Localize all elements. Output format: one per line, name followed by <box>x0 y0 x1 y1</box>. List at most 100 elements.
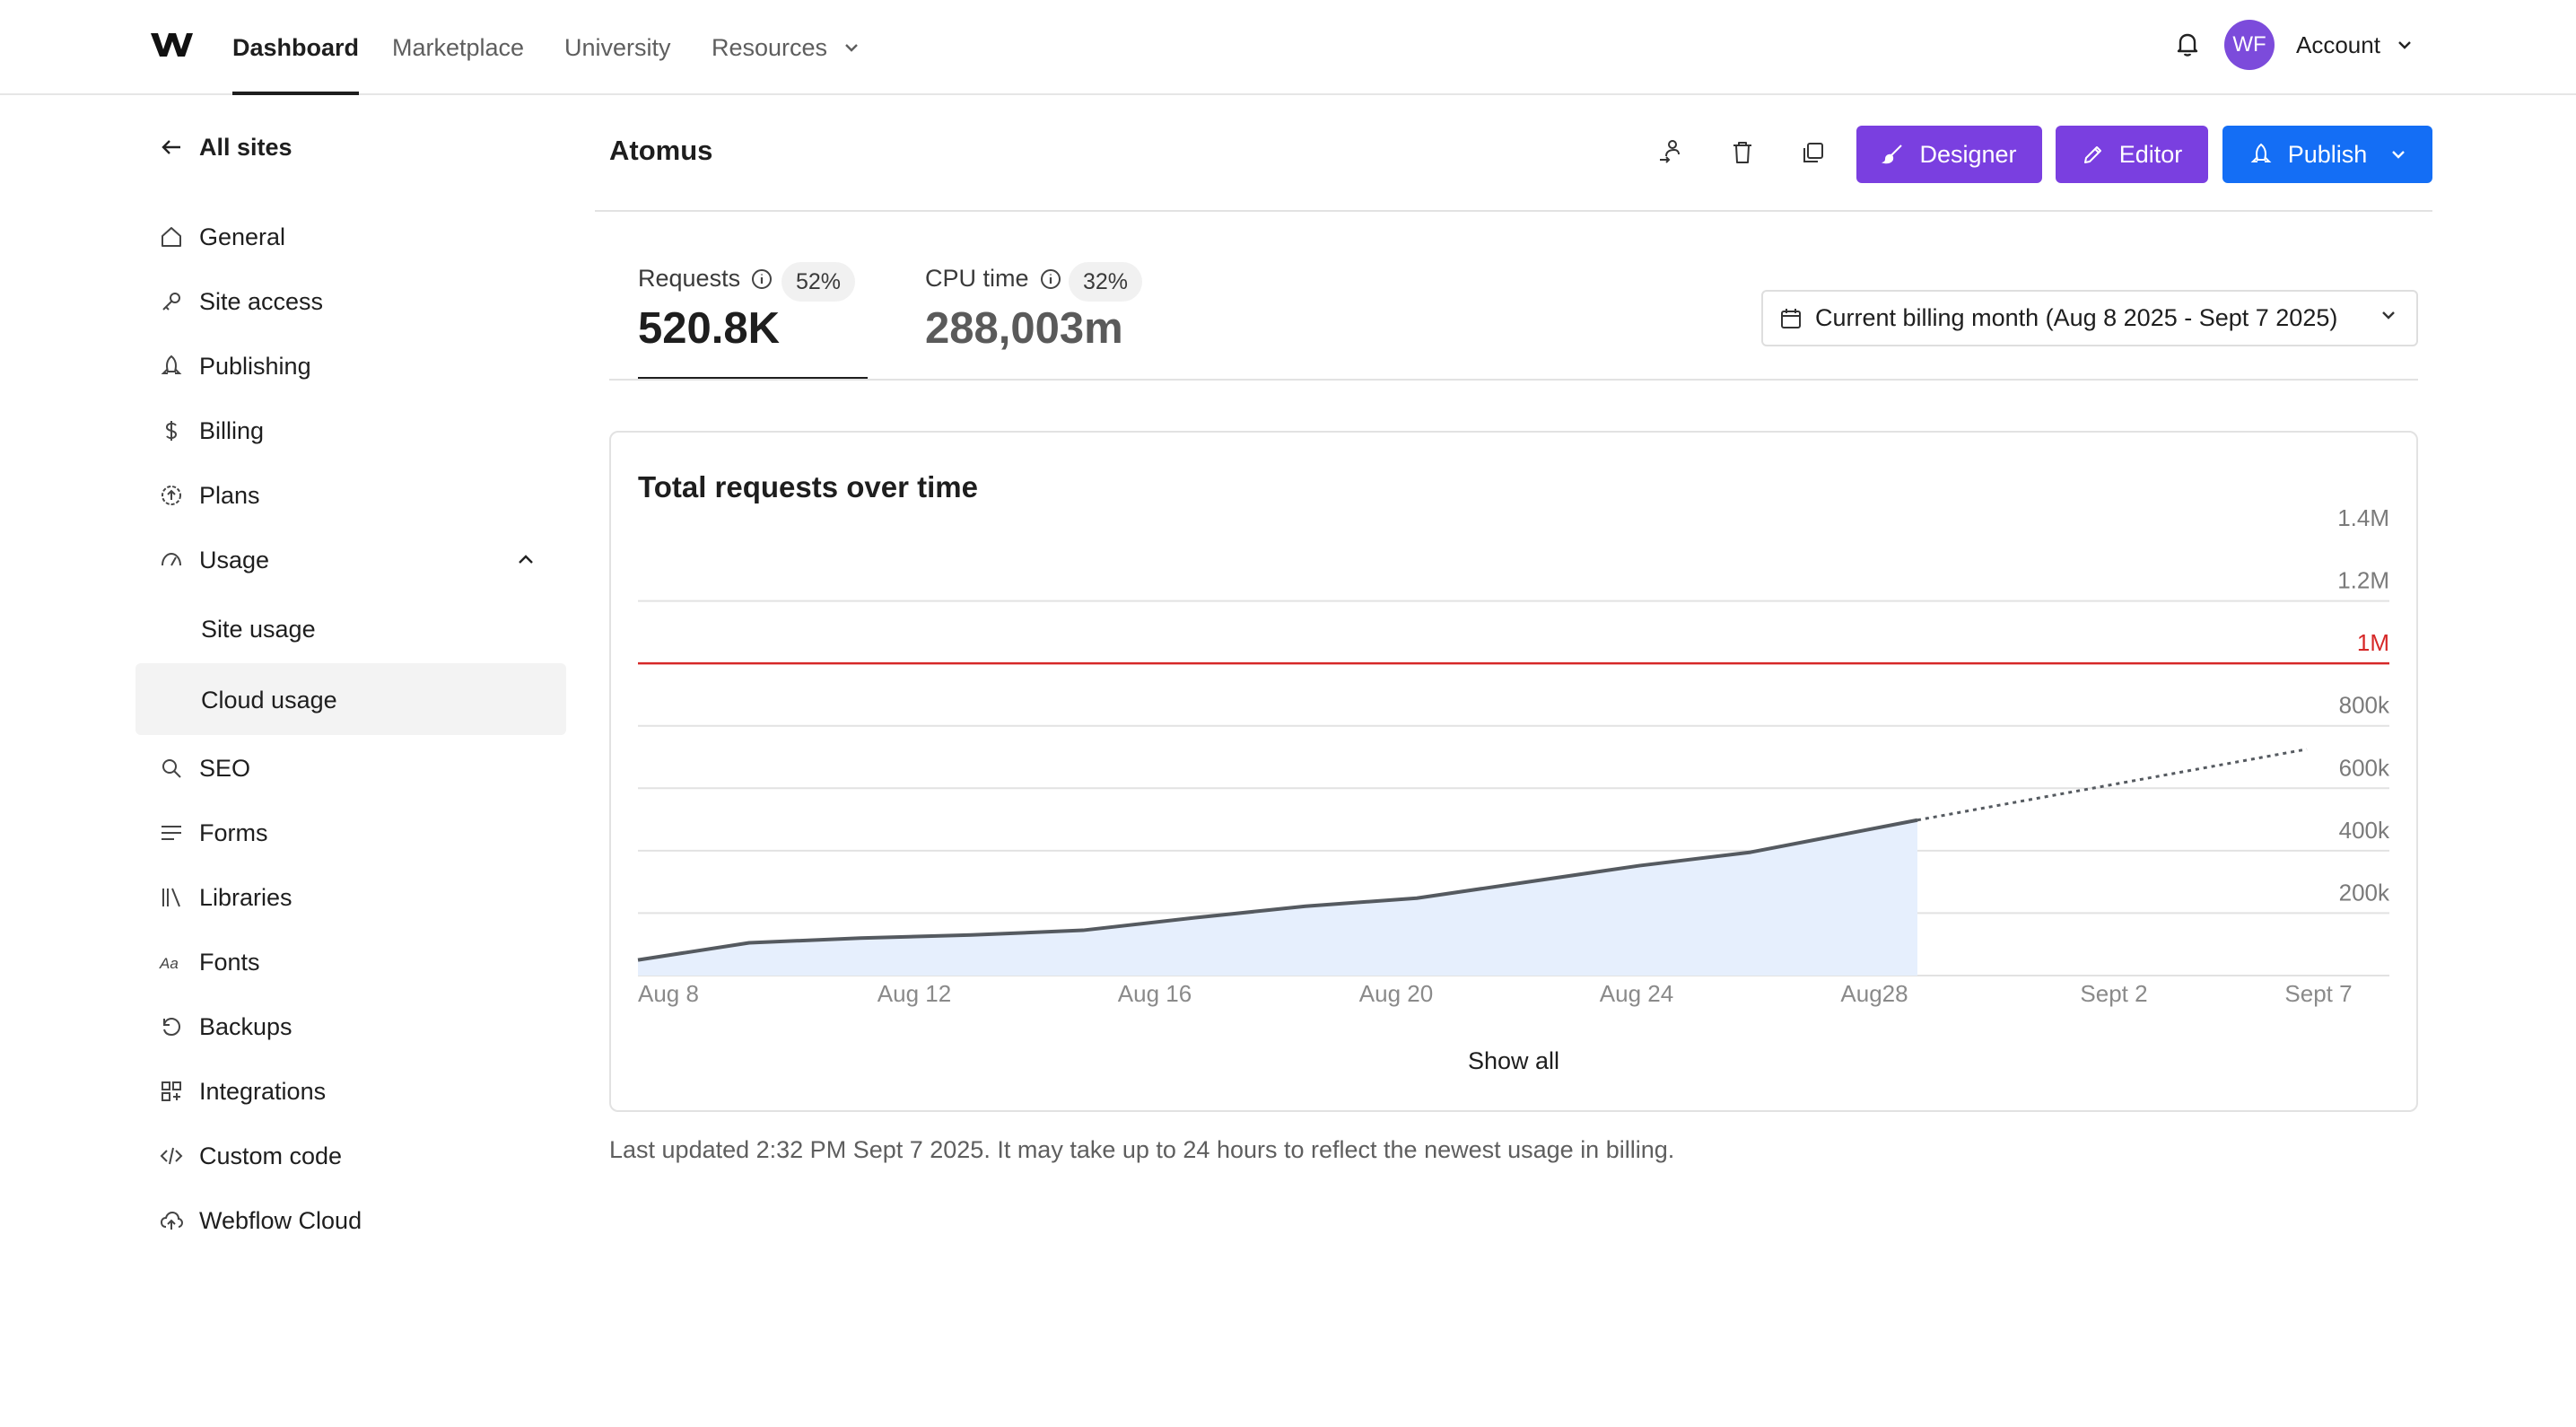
show-all-button[interactable]: Show all <box>1467 1047 1560 1074</box>
last-updated-note: Last updated 2:32 PM Sept 7 2025. It may… <box>609 1136 1675 1163</box>
account-menu[interactable]: Account <box>2296 0 2413 90</box>
back-all-sites[interactable]: All sites <box>158 126 293 169</box>
rocket-icon <box>2250 143 2272 162</box>
avatar[interactable]: WF <box>2224 20 2275 70</box>
area-fill <box>638 819 1917 976</box>
code-icon <box>158 1142 185 1169</box>
calendar-icon <box>1781 308 1801 328</box>
transfer-icon[interactable] <box>1654 136 1686 169</box>
sidebar-item-libraries[interactable]: Libraries <box>158 876 293 919</box>
sidebar-item-general[interactable]: General <box>158 215 285 258</box>
sidebar-item-seo[interactable]: SEO <box>158 747 250 790</box>
info-icon[interactable] <box>1040 268 1061 290</box>
editor-button[interactable]: Editor <box>2056 126 2208 183</box>
sidebar-item-label: Billing <box>199 416 265 444</box>
chart-card <box>609 431 2418 1112</box>
nav-resources[interactable]: Resources <box>712 0 860 95</box>
sidebar-item-site-access[interactable]: Site access <box>158 280 323 323</box>
rocket-icon <box>158 353 185 380</box>
x-tick-label: Aug28 <box>1840 980 1908 1007</box>
sidebar-item-label: Usage <box>199 546 270 573</box>
sidebar-item-label: Publishing <box>199 352 311 380</box>
sidebar-subitem-label: Site usage <box>201 615 316 643</box>
top-nav-bar: Dashboard Marketplace University Resourc… <box>0 0 2576 95</box>
requests-value: 520.8K <box>638 304 781 353</box>
sidebar-item-label: General <box>199 223 286 250</box>
x-tick-label: Sept 7 <box>2284 980 2352 1007</box>
billing-period-value: Current billing month (Aug 8 2025 - Sept… <box>1815 304 2338 331</box>
sidebar-item-billing[interactable]: Billing <box>158 409 264 452</box>
duplicate-icon[interactable] <box>1797 136 1829 169</box>
sidebar-item-integrations[interactable]: Integrations <box>158 1070 326 1113</box>
x-tick-label: Aug 16 <box>1118 980 1192 1007</box>
sidebar-item-custom-code[interactable]: Custom code <box>158 1134 342 1177</box>
sidebar-item-label: Plans <box>199 481 260 509</box>
bell-icon[interactable] <box>2175 30 2200 58</box>
nav-dashboard[interactable]: Dashboard <box>232 0 360 95</box>
search-icon <box>158 755 185 782</box>
sidebar-item-publishing[interactable]: Publishing <box>158 345 311 388</box>
requests-label: Requests <box>638 265 741 292</box>
dollar-icon <box>158 417 185 444</box>
pencil-icon <box>2083 146 2101 163</box>
billing-period-select[interactable]: Current billing month (Aug 8 2025 - Sept… <box>1761 290 2418 346</box>
sidebar-item-forms[interactable]: Forms <box>158 811 268 854</box>
tab-requests[interactable]: Requests <box>638 265 773 293</box>
nav-marketplace-label: Marketplace <box>392 33 525 61</box>
y-tick-label: 1M <box>2357 629 2389 656</box>
sidebar-item-backups[interactable]: Backups <box>158 1005 293 1048</box>
sidebar-subitem-cloud-usage[interactable]: Cloud usage <box>201 678 337 722</box>
webflow-logo-icon[interactable] <box>149 30 194 60</box>
lines-icon <box>158 819 185 846</box>
trash-icon[interactable] <box>1726 136 1759 169</box>
arrow-left-icon <box>158 134 185 161</box>
sidebar-item-fonts[interactable]: Aa Fonts <box>158 941 260 984</box>
sidebar-item-label: Custom code <box>199 1142 343 1169</box>
series-line <box>637 818 1918 962</box>
x-tick-label: Aug 24 <box>1600 980 1673 1007</box>
info-icon[interactable] <box>751 268 773 290</box>
nav-dashboard-label: Dashboard <box>232 33 360 61</box>
sidebar-active-highlight <box>135 663 566 735</box>
chevron-down-icon <box>845 44 858 52</box>
projection-line <box>1917 748 2308 822</box>
cpu-value: 288,003m <box>925 304 1123 353</box>
sidebar-item-plans[interactable]: Plans <box>158 474 260 517</box>
chevron-up-icon[interactable] <box>517 553 535 565</box>
key-icon <box>158 288 185 315</box>
tabs-divider <box>609 379 2418 381</box>
publish-label: Publish <box>2287 140 2368 168</box>
nav-marketplace[interactable]: Marketplace <box>392 0 524 95</box>
sidebar-item-label: Site access <box>199 287 324 315</box>
nav-resources-label: Resources <box>712 33 828 61</box>
x-tick-label: Aug 20 <box>1359 980 1433 1007</box>
x-tick-label: Aug 8 <box>638 980 699 1007</box>
sidebar-item-label: Webflow Cloud <box>199 1206 362 1234</box>
sidebar-subitem-site-usage[interactable]: Site usage <box>201 608 316 651</box>
designer-label: Designer <box>1919 140 2017 168</box>
nav-active-underline <box>232 92 360 95</box>
sidebar-item-usage[interactable]: Usage <box>158 538 544 582</box>
editor-label: Editor <box>2118 140 2183 168</box>
cloud-upload-icon <box>158 1207 185 1234</box>
integrations-icon <box>158 1078 185 1105</box>
sidebar-item-label: SEO <box>199 754 251 782</box>
y-tick-label: 200k <box>2339 879 2390 906</box>
tab-cpu-time[interactable]: CPU time <box>925 265 1061 293</box>
y-tick-label: 400k <box>2339 817 2390 844</box>
publish-button[interactable]: Publish <box>2222 126 2432 183</box>
chevron-down-icon <box>2392 151 2406 159</box>
y-tick-label: 1.2M <box>2337 567 2389 594</box>
home-icon <box>158 223 185 250</box>
designer-button[interactable]: Designer <box>1856 126 2042 183</box>
x-tick-label: Sept 2 <box>2080 980 2147 1007</box>
sidebar-item-webflow-cloud[interactable]: Webflow Cloud <box>158 1199 362 1242</box>
nav-university[interactable]: University <box>564 0 671 95</box>
svg-text:Aa: Aa <box>159 955 179 972</box>
header-divider <box>595 210 2432 212</box>
chart-title: Total requests over time <box>638 470 979 503</box>
page-title: Atomus <box>609 135 713 166</box>
chevron-down-icon <box>2398 41 2411 49</box>
requests-percent-badge: 52% <box>782 262 856 302</box>
